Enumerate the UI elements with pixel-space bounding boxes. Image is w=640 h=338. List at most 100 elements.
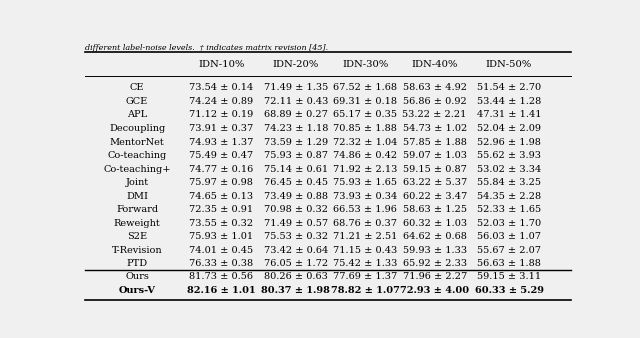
Text: 76.45 ± 0.45: 76.45 ± 0.45 — [264, 178, 328, 187]
Text: IDN-20%: IDN-20% — [273, 60, 319, 69]
Text: 75.93 ± 1.01: 75.93 ± 1.01 — [189, 232, 253, 241]
Text: 54.35 ± 2.28: 54.35 ± 2.28 — [477, 192, 541, 201]
Text: 71.21 ± 2.51: 71.21 ± 2.51 — [333, 232, 397, 241]
Text: 76.33 ± 0.38: 76.33 ± 0.38 — [189, 259, 253, 268]
Text: Ours-V: Ours-V — [118, 286, 156, 295]
Text: 75.93 ± 0.87: 75.93 ± 0.87 — [264, 151, 328, 160]
Text: 65.17 ± 0.35: 65.17 ± 0.35 — [333, 111, 397, 120]
Text: 73.93 ± 0.34: 73.93 ± 0.34 — [333, 192, 397, 201]
Text: 52.33 ± 1.65: 52.33 ± 1.65 — [477, 205, 541, 214]
Text: Co-teaching: Co-teaching — [108, 151, 166, 160]
Text: GCE: GCE — [126, 97, 148, 106]
Text: 70.98 ± 0.32: 70.98 ± 0.32 — [264, 205, 328, 214]
Text: 73.49 ± 0.88: 73.49 ± 0.88 — [264, 192, 328, 201]
Text: 58.63 ± 4.92: 58.63 ± 4.92 — [403, 83, 467, 92]
Text: 53.44 ± 1.28: 53.44 ± 1.28 — [477, 97, 541, 106]
Text: 72.35 ± 0.91: 72.35 ± 0.91 — [189, 205, 253, 214]
Text: IDN-50%: IDN-50% — [486, 60, 532, 69]
Text: 73.59 ± 1.29: 73.59 ± 1.29 — [264, 138, 328, 147]
Text: 71.49 ± 1.35: 71.49 ± 1.35 — [264, 83, 328, 92]
Text: 47.31 ± 1.41: 47.31 ± 1.41 — [477, 111, 541, 120]
Text: 55.67 ± 2.07: 55.67 ± 2.07 — [477, 246, 541, 255]
Text: 75.97 ± 0.98: 75.97 ± 0.98 — [189, 178, 253, 187]
Text: 82.16 ± 1.01: 82.16 ± 1.01 — [187, 286, 255, 295]
Text: S2E: S2E — [127, 232, 147, 241]
Text: 71.12 ± 0.19: 71.12 ± 0.19 — [189, 111, 253, 120]
Text: 56.63 ± 1.88: 56.63 ± 1.88 — [477, 259, 541, 268]
Text: 60.22 ± 3.47: 60.22 ± 3.47 — [403, 192, 467, 201]
Text: 57.85 ± 1.88: 57.85 ± 1.88 — [403, 138, 467, 147]
Text: 66.53 ± 1.96: 66.53 ± 1.96 — [333, 205, 397, 214]
Text: Co-teaching+: Co-teaching+ — [103, 165, 171, 174]
Text: Decoupling: Decoupling — [109, 124, 165, 133]
Text: 68.89 ± 0.27: 68.89 ± 0.27 — [264, 111, 328, 120]
Text: 70.85 ± 1.88: 70.85 ± 1.88 — [333, 124, 397, 133]
Text: 73.91 ± 0.37: 73.91 ± 0.37 — [189, 124, 253, 133]
Text: 72.11 ± 0.43: 72.11 ± 0.43 — [264, 97, 328, 106]
Text: 75.14 ± 0.61: 75.14 ± 0.61 — [264, 165, 328, 174]
Text: 74.24 ± 0.89: 74.24 ± 0.89 — [189, 97, 253, 106]
Text: 74.77 ± 0.16: 74.77 ± 0.16 — [189, 165, 253, 174]
Text: 60.33 ± 5.29: 60.33 ± 5.29 — [474, 286, 543, 295]
Text: CE: CE — [130, 83, 144, 92]
Text: IDN-30%: IDN-30% — [342, 60, 388, 69]
Text: Joint: Joint — [125, 178, 148, 187]
Text: 59.93 ± 1.33: 59.93 ± 1.33 — [403, 246, 467, 255]
Text: 75.42 ± 1.33: 75.42 ± 1.33 — [333, 259, 397, 268]
Text: 74.23 ± 1.18: 74.23 ± 1.18 — [264, 124, 328, 133]
Text: 77.69 ± 1.37: 77.69 ± 1.37 — [333, 272, 397, 281]
Text: 73.55 ± 0.32: 73.55 ± 0.32 — [189, 219, 253, 228]
Text: 75.93 ± 1.65: 75.93 ± 1.65 — [333, 178, 397, 187]
Text: 71.15 ± 0.43: 71.15 ± 0.43 — [333, 246, 397, 255]
Text: 74.86 ± 0.42: 74.86 ± 0.42 — [333, 151, 397, 160]
Text: 52.04 ± 2.09: 52.04 ± 2.09 — [477, 124, 541, 133]
Text: DMI: DMI — [126, 192, 148, 201]
Text: Forward: Forward — [116, 205, 158, 214]
Text: 59.15 ± 0.87: 59.15 ± 0.87 — [403, 165, 467, 174]
Text: 52.96 ± 1.98: 52.96 ± 1.98 — [477, 138, 541, 147]
Text: 74.01 ± 0.45: 74.01 ± 0.45 — [189, 246, 253, 255]
Text: 55.84 ± 3.25: 55.84 ± 3.25 — [477, 178, 541, 187]
Text: 65.92 ± 2.33: 65.92 ± 2.33 — [403, 259, 467, 268]
Text: 71.49 ± 0.57: 71.49 ± 0.57 — [264, 219, 328, 228]
Text: 67.52 ± 1.68: 67.52 ± 1.68 — [333, 83, 397, 92]
Text: 64.62 ± 0.68: 64.62 ± 0.68 — [403, 232, 467, 241]
Text: 76.05 ± 1.72: 76.05 ± 1.72 — [264, 259, 328, 268]
Text: 73.54 ± 0.14: 73.54 ± 0.14 — [189, 83, 253, 92]
Text: IDN-10%: IDN-10% — [198, 60, 244, 69]
Text: T-Revision: T-Revision — [112, 246, 163, 255]
Text: 56.03 ± 1.07: 56.03 ± 1.07 — [477, 232, 541, 241]
Text: 74.65 ± 0.13: 74.65 ± 0.13 — [189, 192, 253, 201]
Text: 60.32 ± 1.03: 60.32 ± 1.03 — [403, 219, 467, 228]
Text: 59.15 ± 3.11: 59.15 ± 3.11 — [477, 272, 541, 281]
Text: 53.02 ± 3.34: 53.02 ± 3.34 — [477, 165, 541, 174]
Text: 80.37 ± 1.98: 80.37 ± 1.98 — [261, 286, 330, 295]
Text: 80.26 ± 0.63: 80.26 ± 0.63 — [264, 272, 328, 281]
Text: 71.96 ± 2.27: 71.96 ± 2.27 — [403, 272, 467, 281]
Text: 55.62 ± 3.93: 55.62 ± 3.93 — [477, 151, 541, 160]
Text: 63.22 ± 5.37: 63.22 ± 5.37 — [403, 178, 467, 187]
Text: 73.42 ± 0.64: 73.42 ± 0.64 — [264, 246, 328, 255]
Text: 56.86 ± 0.92: 56.86 ± 0.92 — [403, 97, 467, 106]
Text: IDN-40%: IDN-40% — [412, 60, 458, 69]
Text: 51.54 ± 2.70: 51.54 ± 2.70 — [477, 83, 541, 92]
Text: 58.63 ± 1.25: 58.63 ± 1.25 — [403, 205, 467, 214]
Text: 68.76 ± 0.37: 68.76 ± 0.37 — [333, 219, 397, 228]
Text: MentorNet: MentorNet — [109, 138, 164, 147]
Text: 78.82 ± 1.07: 78.82 ± 1.07 — [331, 286, 399, 295]
Text: different label-noise levels.  † indicates matrix revision [45].: different label-noise levels. † indicate… — [85, 45, 328, 52]
Text: 52.03 ± 1.70: 52.03 ± 1.70 — [477, 219, 541, 228]
Text: APL: APL — [127, 111, 147, 120]
Text: Reweight: Reweight — [114, 219, 161, 228]
Text: 69.31 ± 0.18: 69.31 ± 0.18 — [333, 97, 397, 106]
Text: 74.93 ± 1.37: 74.93 ± 1.37 — [189, 138, 253, 147]
Text: 59.07 ± 1.03: 59.07 ± 1.03 — [403, 151, 467, 160]
Text: 72.32 ± 1.04: 72.32 ± 1.04 — [333, 138, 397, 147]
Text: 75.49 ± 0.47: 75.49 ± 0.47 — [189, 151, 253, 160]
Text: Ours: Ours — [125, 272, 149, 281]
Text: 71.92 ± 2.13: 71.92 ± 2.13 — [333, 165, 397, 174]
Text: 54.73 ± 1.02: 54.73 ± 1.02 — [403, 124, 467, 133]
Text: 53.22 ± 2.21: 53.22 ± 2.21 — [403, 111, 467, 120]
Text: 72.93 ± 4.00: 72.93 ± 4.00 — [400, 286, 469, 295]
Text: 81.73 ± 0.56: 81.73 ± 0.56 — [189, 272, 253, 281]
